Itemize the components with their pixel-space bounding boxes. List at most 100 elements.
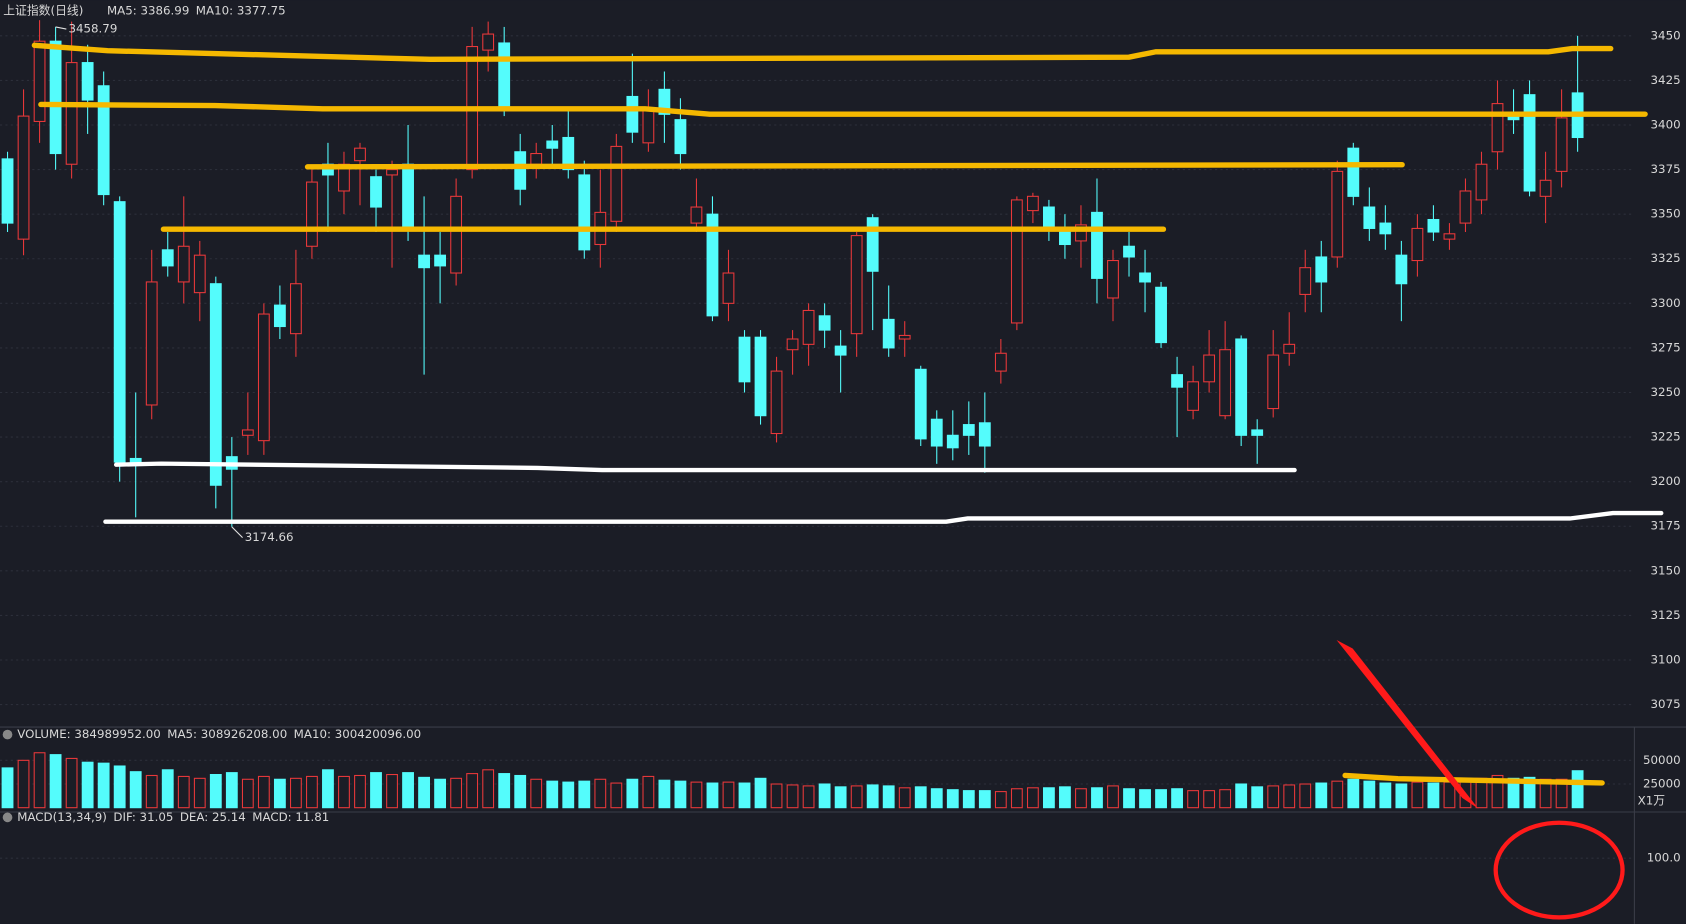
candle-body xyxy=(1299,267,1312,295)
candle-body xyxy=(1123,245,1135,258)
candle-body xyxy=(978,422,991,447)
collapse-icon xyxy=(2,729,13,740)
volume-bar xyxy=(97,762,110,809)
volume-bar xyxy=(578,780,591,809)
candle-body xyxy=(1379,222,1392,235)
y-tick-label: 3350 xyxy=(1651,207,1681,221)
volume-bar xyxy=(1171,788,1183,809)
candle-body xyxy=(1075,224,1087,242)
extreme-label: 3174.66 xyxy=(245,530,294,544)
y-tick-label: 3425 xyxy=(1651,73,1681,87)
volume-bar xyxy=(722,781,735,809)
volume-bar xyxy=(1555,778,1568,809)
candle-body xyxy=(49,40,62,155)
candle-body xyxy=(1042,206,1055,229)
volume-bar xyxy=(770,783,783,809)
volume-bar xyxy=(338,775,350,809)
candle-body xyxy=(17,115,30,240)
candle-body xyxy=(1459,190,1472,224)
candle-body xyxy=(498,42,511,108)
volume-bar xyxy=(418,776,430,809)
candle-body xyxy=(674,119,687,155)
volume-bar xyxy=(610,782,623,809)
volume-bar xyxy=(193,777,206,809)
candle-body xyxy=(1155,286,1167,344)
volume-bar xyxy=(658,779,671,809)
candle-body xyxy=(1235,338,1248,436)
candle-body xyxy=(642,110,655,144)
candle-body xyxy=(626,95,639,133)
candle-body xyxy=(257,313,270,442)
volume-bar xyxy=(530,778,543,809)
y-tick-label: 3300 xyxy=(1651,296,1681,310)
volume-bar xyxy=(49,754,62,809)
candle-body xyxy=(1443,233,1456,240)
volume-bar xyxy=(1123,788,1135,809)
candle-body xyxy=(658,88,671,115)
volume-bar xyxy=(1235,783,1248,809)
volume-bar xyxy=(1,767,14,809)
volume-bar xyxy=(129,771,142,809)
candle-body xyxy=(946,434,959,449)
candle-body xyxy=(834,345,847,356)
volume-bar xyxy=(1283,784,1296,809)
candle-body xyxy=(1,158,14,224)
volume-bar xyxy=(17,759,30,809)
candle-body xyxy=(209,283,222,486)
volume-bar xyxy=(802,785,815,809)
candle-body xyxy=(514,151,527,190)
volume-bar xyxy=(514,774,527,809)
candle-body xyxy=(1139,272,1151,283)
volume-bar xyxy=(386,774,398,809)
volume-bar xyxy=(626,778,639,809)
candle-body xyxy=(1219,349,1232,417)
volume-bar xyxy=(1187,790,1200,809)
volume-bar xyxy=(962,790,975,809)
volume-bar xyxy=(546,780,559,809)
candle-body xyxy=(866,217,879,272)
volume-bar xyxy=(674,780,687,809)
volume-bar xyxy=(1251,786,1264,809)
volume-bar xyxy=(1411,781,1424,809)
volume-bar xyxy=(1491,774,1504,809)
volume-bar xyxy=(1267,785,1280,809)
volume-bar xyxy=(1219,789,1232,809)
indicator-label: MACD: 11.81 xyxy=(252,810,329,824)
volume-bar xyxy=(1139,789,1151,809)
volume-bar xyxy=(225,772,238,809)
volume-bar xyxy=(145,774,158,809)
candle-body xyxy=(1491,103,1504,153)
volume-bar xyxy=(994,791,1007,809)
volume-bar xyxy=(834,786,847,809)
volume-bar xyxy=(594,778,607,809)
volume-bar xyxy=(113,765,126,809)
volume-bar xyxy=(33,752,46,809)
candle-body xyxy=(802,309,815,345)
marks xyxy=(1,20,1584,809)
candle-body xyxy=(113,201,126,463)
candle-body xyxy=(1187,381,1200,411)
indicator-label: MA5: 3386.99 xyxy=(107,3,189,17)
volume-bar xyxy=(498,773,511,809)
candle-body xyxy=(610,145,623,222)
volume-bar xyxy=(1331,780,1344,809)
volume-bar xyxy=(322,769,334,809)
volume-bar xyxy=(1395,783,1408,809)
volume-bar xyxy=(450,777,463,809)
candle-body xyxy=(1539,179,1552,197)
labels: 上证指数(日线) MA5: 3386.99 MA10: 3377.75 3075 310… xyxy=(2,3,1681,865)
y-tick-label: 3200 xyxy=(1651,474,1681,488)
y-tick-label: 3150 xyxy=(1651,563,1681,577)
extreme-label: 3458.79 xyxy=(68,22,117,36)
y-tick-label: 3125 xyxy=(1651,608,1681,622)
candle-body xyxy=(1010,199,1023,324)
y-tick-label: 25000 xyxy=(1643,777,1681,791)
y-tick-label: 3175 xyxy=(1651,519,1681,533)
candle-body xyxy=(145,281,158,406)
y-tick-label: 3325 xyxy=(1651,251,1681,265)
candle-body xyxy=(81,62,94,101)
candle-body xyxy=(386,169,398,176)
y-tick-label: 50000 xyxy=(1643,753,1681,767)
volume-bar xyxy=(706,782,719,809)
